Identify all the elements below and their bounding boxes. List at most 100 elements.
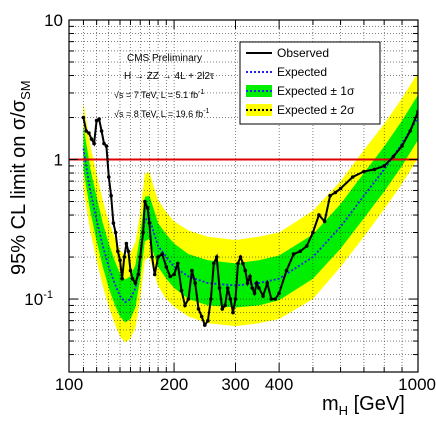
- plot-frame: [68, 19, 419, 373]
- observed-point: [372, 167, 377, 172]
- observed-point: [241, 261, 245, 266]
- observed-point: [164, 265, 169, 269]
- observed-point: [225, 286, 230, 290]
- observed-point: [92, 141, 96, 146]
- observed-point: [228, 297, 233, 301]
- observed-point: [252, 291, 257, 296]
- observed-point: [122, 255, 127, 259]
- observed-point: [102, 141, 106, 146]
- observed-point: [99, 129, 104, 133]
- observed-point: [107, 175, 111, 179]
- observed-point: [269, 297, 274, 301]
- observed-point: [328, 193, 332, 198]
- observed-point: [250, 286, 254, 290]
- legend: Observed Expected Expected ± 1σ Expected…: [239, 41, 381, 125]
- observed-point: [138, 255, 142, 259]
- observed-point: [243, 268, 248, 273]
- observed-point: [311, 230, 315, 235]
- observed-point: [206, 318, 210, 323]
- observed-point: [133, 281, 138, 285]
- observed-point: [136, 272, 141, 277]
- observed-point: [196, 307, 201, 311]
- y-tick-label: 1: [54, 151, 63, 170]
- observed-point: [305, 244, 309, 248]
- observed-point: [212, 261, 216, 266]
- y-axis-title: 95% CL limit on σ/σSM: [8, 80, 33, 275]
- observed-point: [128, 268, 133, 273]
- observed-point: [81, 115, 86, 120]
- observed-point: [217, 286, 222, 290]
- observed-point: [190, 268, 194, 273]
- observed-point: [87, 131, 91, 135]
- observed-point: [97, 117, 101, 121]
- observed-point: [118, 258, 122, 263]
- observed-point: [362, 169, 366, 174]
- observed-point: [179, 288, 184, 293]
- observed-point: [233, 297, 238, 301]
- observed-point: [104, 144, 109, 148]
- observed-point: [183, 303, 187, 308]
- observed-point: [408, 129, 413, 133]
- annotation-lumi8: √s = 8 TeV, L = 19.6 fb-1: [114, 108, 210, 119]
- observed-point: [143, 199, 147, 204]
- observed-point: [147, 221, 152, 225]
- observed-point: [209, 297, 213, 301]
- observed-point: [257, 286, 261, 290]
- observed-point: [168, 274, 172, 279]
- observed-point: [254, 281, 259, 285]
- observed-point: [382, 164, 387, 168]
- observed-point: [141, 230, 145, 235]
- x-tick-label: 300: [221, 375, 249, 394]
- observed-point: [400, 144, 404, 148]
- observed-point: [277, 291, 281, 296]
- observed-point: [273, 297, 278, 301]
- y-tick-label: 10: [44, 11, 63, 30]
- observed-point: [116, 249, 120, 254]
- observed-point: [199, 314, 204, 319]
- observed-point: [231, 310, 235, 315]
- observed-point: [186, 297, 191, 301]
- x-axis-title: mH [GeV]: [322, 393, 405, 418]
- observed-point: [350, 175, 355, 179]
- x-tick-label: 1000: [398, 375, 436, 394]
- annotation-process: H → ZZ → 4L + 2l2τ: [124, 71, 214, 82]
- observed-point: [111, 221, 116, 225]
- observed-point: [130, 276, 135, 281]
- ticks-layer: 100 200 300 400 1000 10 1 10-1: [24, 11, 436, 394]
- observed-point: [245, 281, 250, 285]
- observed-point: [124, 241, 129, 246]
- observed-point: [109, 193, 113, 198]
- lines-layer: [69, 109, 418, 328]
- observed-point: [261, 294, 265, 298]
- x-tick-label: 100: [55, 375, 83, 394]
- annotation-title: CMS Preliminary: [127, 53, 202, 64]
- observed-point: [84, 129, 88, 133]
- observed-point: [236, 261, 240, 266]
- observed-point: [113, 230, 118, 235]
- observed-point: [220, 307, 225, 311]
- observed-point: [214, 255, 219, 259]
- observed-point: [203, 323, 207, 327]
- legend-item-observed: Observed: [246, 46, 329, 60]
- observed-point: [89, 137, 94, 141]
- observed-point: [150, 255, 154, 259]
- legend-item-2sigma: Expected ± 2σ: [246, 103, 355, 117]
- observed-point: [333, 190, 338, 195]
- observed-point: [391, 154, 396, 159]
- observed-point: [291, 252, 296, 256]
- observed-point: [145, 206, 150, 210]
- observed-point: [156, 255, 160, 259]
- legend-observed-label: Observed: [277, 46, 329, 60]
- observed-point: [265, 281, 270, 285]
- observed-point: [284, 268, 289, 273]
- legend-item-expected: Expected: [246, 65, 327, 79]
- expected-line: [82, 117, 418, 304]
- observed-point: [248, 274, 252, 279]
- legend-item-1sigma: Expected ± 1σ: [246, 84, 355, 98]
- observed-point: [322, 219, 327, 224]
- observed-point: [160, 252, 164, 256]
- observed-point: [176, 261, 180, 266]
- x-tick-label: 200: [160, 375, 188, 394]
- legend-2sigma-label: Expected ± 2σ: [277, 103, 355, 117]
